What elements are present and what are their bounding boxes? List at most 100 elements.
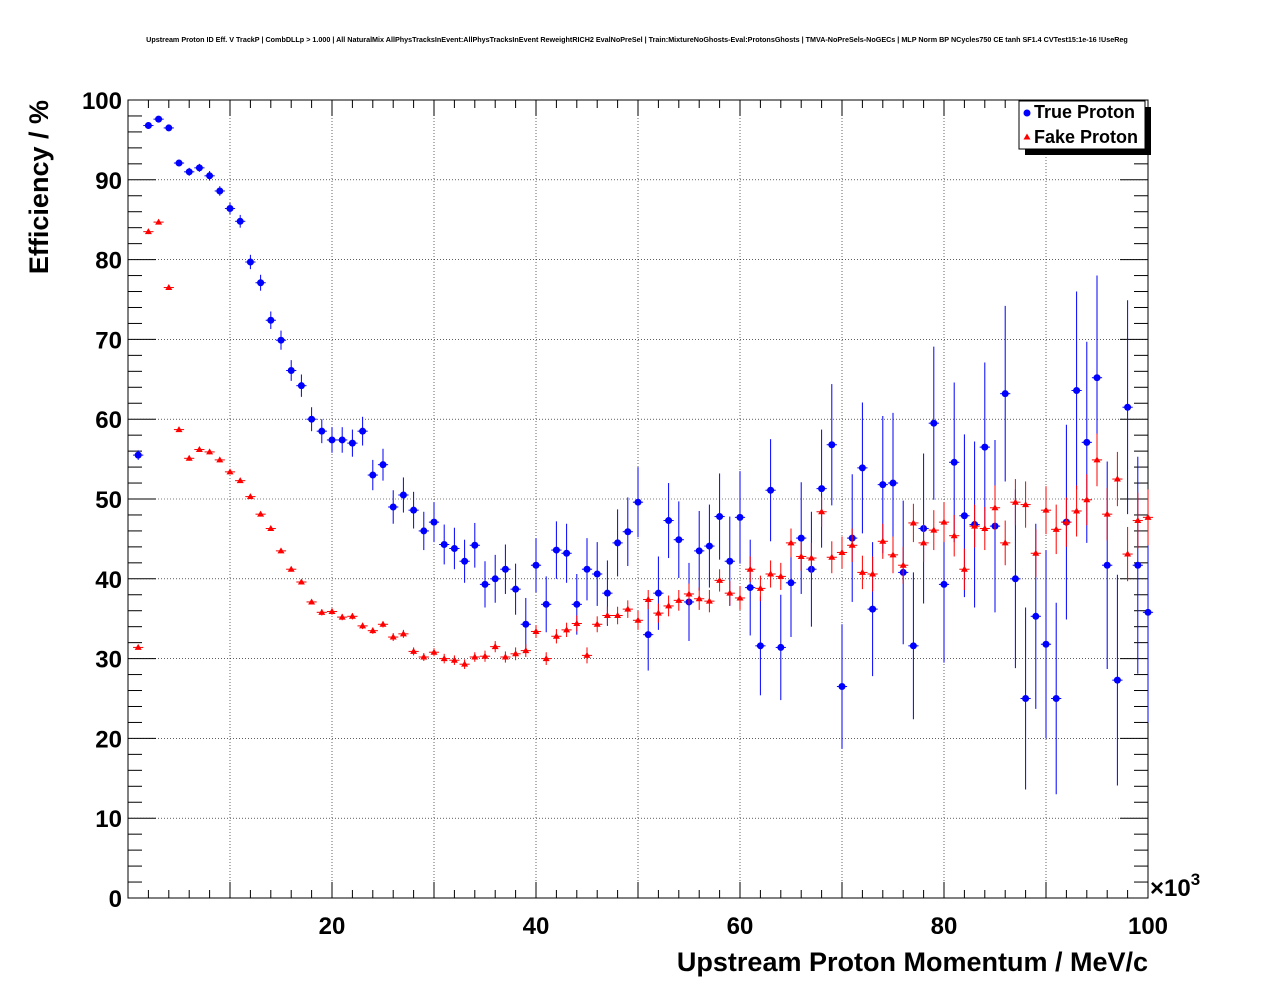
data-point-true-proton bbox=[603, 589, 611, 597]
data-point-true-proton bbox=[481, 580, 489, 588]
data-point-true-proton bbox=[695, 547, 703, 555]
x-tick-label: 100 bbox=[1128, 913, 1168, 940]
data-point-fake-proton bbox=[634, 616, 642, 623]
data-point-true-proton bbox=[236, 217, 244, 225]
data-point-fake-proton bbox=[777, 572, 785, 579]
data-point-true-proton bbox=[583, 565, 591, 573]
data-point-true-proton bbox=[461, 557, 469, 565]
data-point-fake-proton bbox=[308, 598, 316, 605]
data-point-fake-proton bbox=[1073, 507, 1081, 514]
data-point-fake-proton bbox=[522, 647, 530, 654]
data-point-true-proton bbox=[1144, 608, 1152, 616]
data-point-fake-proton bbox=[563, 626, 571, 633]
data-point-true-proton bbox=[797, 534, 805, 542]
data-point-true-proton bbox=[593, 570, 601, 578]
data-point-true-proton bbox=[185, 168, 193, 176]
data-point-true-proton bbox=[216, 187, 224, 195]
data-point-true-proton bbox=[277, 336, 285, 344]
data-point-fake-proton bbox=[1124, 550, 1132, 557]
data-point-fake-proton bbox=[879, 537, 887, 544]
y-tick-label: 60 bbox=[95, 407, 122, 434]
data-point-true-proton bbox=[614, 539, 622, 547]
data-point-fake-proton bbox=[716, 576, 724, 583]
x-axis-multiplier: ×103 bbox=[1150, 870, 1200, 902]
data-point-true-proton bbox=[420, 527, 428, 535]
data-point-fake-proton bbox=[981, 525, 989, 532]
data-point-true-proton bbox=[767, 486, 775, 494]
data-point-fake-proton bbox=[797, 552, 805, 559]
x-tick-label: 40 bbox=[523, 913, 550, 940]
data-point-fake-proton bbox=[542, 655, 550, 662]
data-point-true-proton bbox=[981, 443, 989, 451]
data-point-fake-proton bbox=[338, 613, 346, 620]
data-point-fake-proton bbox=[787, 539, 795, 546]
data-point-fake-proton bbox=[491, 643, 499, 650]
data-point-fake-proton bbox=[767, 570, 775, 577]
data-point-true-proton bbox=[1113, 676, 1121, 684]
data-point-true-proton bbox=[869, 605, 877, 613]
data-point-true-proton bbox=[940, 580, 948, 588]
data-point-true-proton bbox=[491, 575, 499, 583]
data-point-true-proton bbox=[155, 115, 163, 123]
data-point-fake-proton bbox=[318, 608, 326, 615]
data-point-fake-proton bbox=[1113, 475, 1121, 482]
data-point-true-proton bbox=[338, 436, 346, 444]
legend-marker-true-proton bbox=[1023, 109, 1031, 117]
data-point-true-proton bbox=[930, 419, 938, 427]
data-point-true-proton bbox=[675, 536, 683, 544]
data-point-fake-proton bbox=[1032, 549, 1040, 556]
data-point-fake-proton bbox=[1093, 456, 1101, 463]
data-point-true-proton bbox=[206, 172, 214, 180]
data-point-fake-proton bbox=[573, 619, 581, 626]
data-point-fake-proton bbox=[287, 565, 295, 572]
data-point-true-proton bbox=[532, 561, 540, 569]
y-tick-label: 80 bbox=[95, 248, 122, 275]
data-point-fake-proton bbox=[654, 609, 662, 616]
x-axis-multiplier-exponent: 3 bbox=[1191, 870, 1200, 889]
y-tick-label: 50 bbox=[95, 487, 122, 514]
data-point-true-proton bbox=[450, 544, 458, 552]
data-point-fake-proton bbox=[359, 622, 367, 629]
data-point-true-proton bbox=[226, 205, 234, 213]
data-point-true-proton bbox=[359, 427, 367, 435]
x-axis-ticks: 20 40 60 80 100 bbox=[127, 100, 1168, 940]
data-point-true-proton bbox=[889, 479, 897, 487]
data-point-true-proton bbox=[246, 258, 254, 266]
x-axis-title: Upstream Proton Momentum / MeV/c bbox=[677, 947, 1148, 977]
data-point-true-proton bbox=[665, 517, 673, 525]
data-point-true-proton bbox=[144, 122, 152, 130]
y-tick-label: 20 bbox=[95, 726, 122, 753]
data-point-true-proton bbox=[736, 513, 744, 521]
data-point-fake-proton bbox=[644, 596, 652, 603]
data-point-fake-proton bbox=[1083, 496, 1091, 503]
data-point-fake-proton bbox=[756, 584, 764, 591]
data-point-true-proton bbox=[634, 498, 642, 506]
data-point-true-proton bbox=[165, 124, 173, 132]
data-point-fake-proton bbox=[818, 508, 826, 515]
data-point-fake-proton bbox=[685, 590, 693, 597]
data-point-fake-proton bbox=[512, 650, 520, 657]
data-point-fake-proton bbox=[410, 647, 418, 654]
data-point-fake-proton bbox=[1062, 518, 1070, 525]
data-point-fake-proton bbox=[858, 568, 866, 575]
data-point-true-proton bbox=[563, 549, 571, 557]
data-point-fake-proton bbox=[1052, 525, 1060, 532]
data-point-true-proton bbox=[726, 557, 734, 565]
data-point-fake-proton bbox=[848, 541, 856, 548]
data-point-true-proton bbox=[654, 589, 662, 597]
data-point-fake-proton bbox=[930, 526, 938, 533]
data-point-fake-proton bbox=[603, 612, 611, 619]
data-point-fake-proton bbox=[226, 468, 234, 475]
data-point-true-proton bbox=[950, 458, 958, 466]
data-point-fake-proton bbox=[909, 519, 917, 526]
x-tick-label: 20 bbox=[319, 913, 346, 940]
y-axis-title: Efficiency / % bbox=[24, 100, 54, 274]
data-point-fake-proton bbox=[726, 589, 734, 596]
data-point-fake-proton bbox=[736, 594, 744, 601]
data-point-true-proton bbox=[501, 565, 509, 573]
data-point-true-proton bbox=[552, 546, 560, 554]
data-point-fake-proton bbox=[1134, 517, 1142, 524]
series-true-proton bbox=[133, 115, 1154, 795]
data-point-true-proton bbox=[1124, 403, 1132, 411]
data-point-true-proton bbox=[379, 461, 387, 469]
